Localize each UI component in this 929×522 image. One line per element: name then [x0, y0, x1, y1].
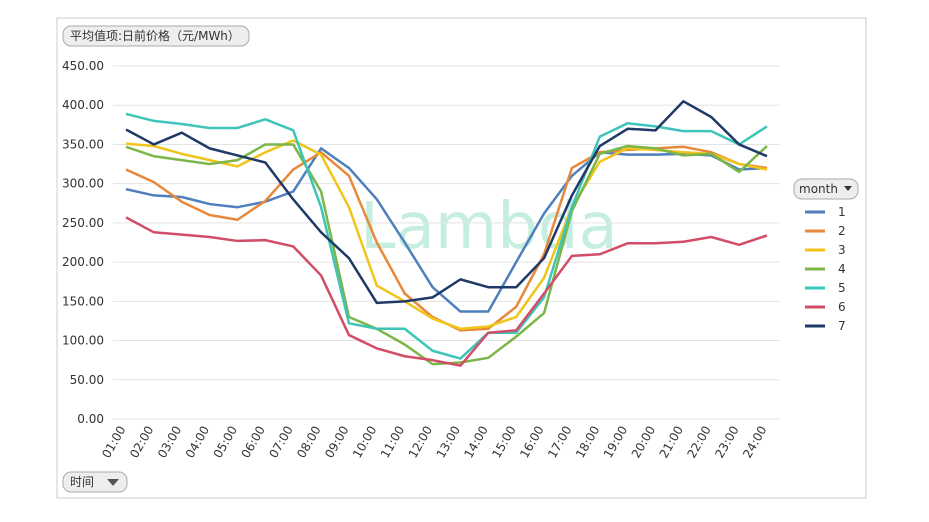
y-tick-label: 100.00 [62, 334, 104, 348]
frame [56, 17, 867, 499]
legend-label: 3 [838, 243, 846, 257]
legend-label: 2 [838, 224, 846, 238]
legend-title: month [799, 182, 838, 196]
axis-button-label: 时间 [70, 475, 94, 489]
legend-label: 7 [838, 319, 846, 333]
series-line [125, 216, 768, 367]
legend-label: 4 [838, 262, 846, 276]
legend-label: 5 [838, 281, 846, 295]
y-tick-label: 50.00 [70, 373, 104, 387]
y-tick-label: 0.00 [77, 412, 104, 426]
legend-button[interactable] [793, 178, 859, 200]
y-tick-label: 250.00 [62, 216, 104, 230]
series-line [125, 100, 768, 305]
field-button-label: 平均值项:日前价格（元/MWh） [70, 28, 240, 43]
filter-icon [107, 479, 119, 486]
y-tick-label: 450.00 [62, 59, 104, 73]
axis-button[interactable] [62, 471, 128, 493]
y-tick-label: 350.00 [62, 137, 104, 151]
dropdown-icon [844, 186, 852, 191]
field-button[interactable] [62, 25, 250, 47]
y-tick-label: 200.00 [62, 255, 104, 269]
y-tick-label: 150.00 [62, 294, 104, 308]
watermark: Lambda [360, 190, 618, 264]
y-tick-label: 400.00 [62, 98, 104, 112]
y-tick-label: 300.00 [62, 177, 104, 191]
legend-label: 1 [838, 205, 846, 219]
legend-label: 6 [838, 300, 846, 314]
series-line [125, 147, 768, 313]
